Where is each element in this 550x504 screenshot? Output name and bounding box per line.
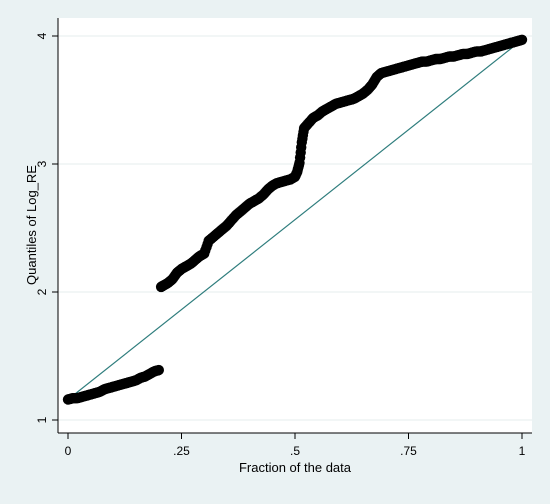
x-tick-label: .75 [400, 444, 417, 458]
y-tick-label: 2 [35, 288, 49, 295]
x-tick-label: 1 [519, 444, 526, 458]
y-tick-label: 3 [35, 160, 49, 167]
data-point [516, 34, 528, 45]
y-axis-title: Quantiles of Log_RE [24, 165, 39, 285]
reference-line [67, 39, 523, 400]
x-axis-title: Fraction of the data [239, 460, 352, 475]
x-tick-label: .25 [173, 444, 190, 458]
x-tick-label: .5 [290, 444, 300, 458]
axis-ticks: 1 2 3 4 0 .25 .5 .75 1 [35, 32, 526, 458]
x-tick-label: 0 [65, 444, 72, 458]
y-tick-label: 1 [35, 416, 49, 423]
data-points [62, 34, 528, 405]
y-tick-label: 4 [35, 32, 49, 39]
data-point [153, 364, 164, 376]
plot-area [58, 18, 532, 433]
